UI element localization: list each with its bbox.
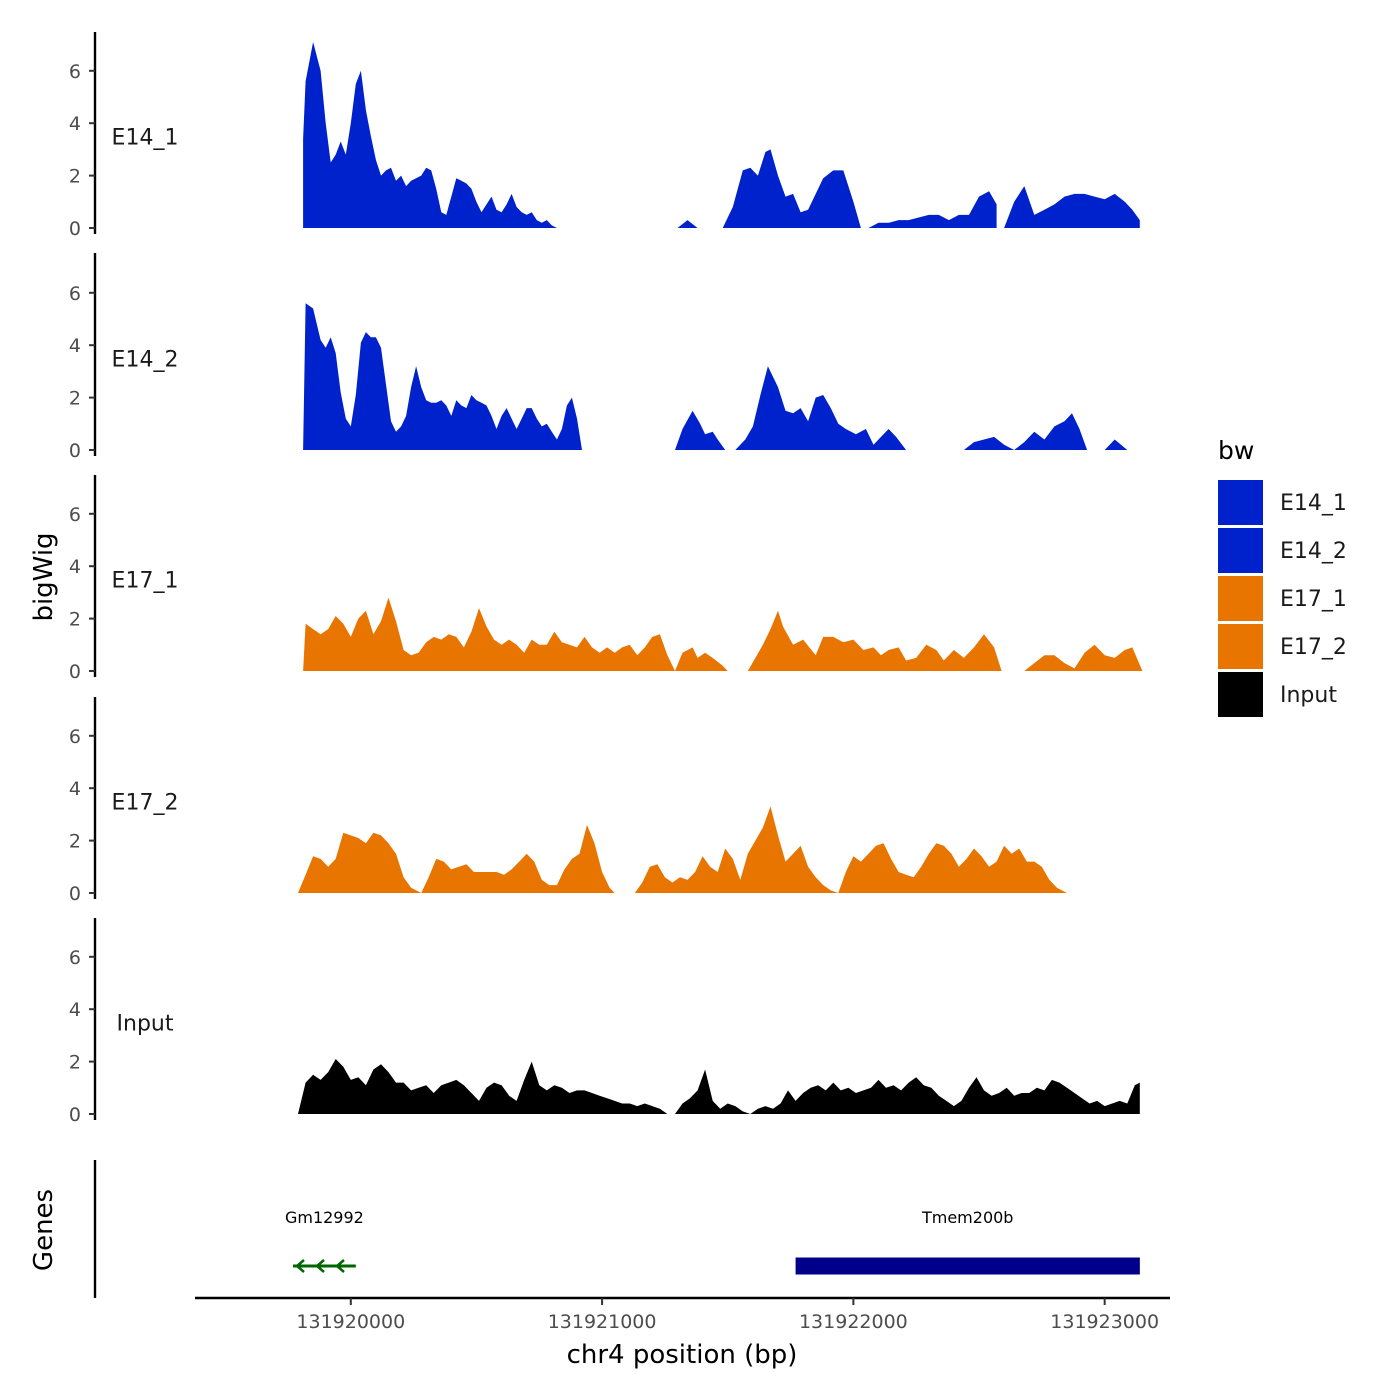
track-e17-2: 0 2 4 6 E17_2 <box>69 697 1067 905</box>
y-axis-title: bigWig <box>29 532 59 621</box>
y-tick-label: 2 <box>69 831 81 853</box>
y-tick-label: 6 <box>69 947 81 969</box>
y-tick-label: 2 <box>69 609 81 631</box>
x-tick-label: 131923000 <box>1050 1311 1159 1333</box>
genes-track: Gm12992 Tmem200b <box>93 1160 1140 1298</box>
y-tick-label: 0 <box>69 1104 81 1126</box>
gene-label: Gm12992 <box>285 1208 364 1227</box>
coverage-area <box>747 610 1002 671</box>
y-tick-label: 6 <box>69 283 81 305</box>
coverage-area <box>963 436 1015 450</box>
y-tick-label: 0 <box>69 661 81 683</box>
legend-swatch <box>1218 672 1263 717</box>
x-axis: 131920000 131921000 131922000 131923000 <box>195 1296 1170 1333</box>
y-tick-label: 2 <box>69 1052 81 1074</box>
coverage-area <box>735 366 912 450</box>
legend-label: E17_1 <box>1280 587 1347 612</box>
y-tick-label: 2 <box>69 388 81 410</box>
y-tick-label: 0 <box>69 883 81 905</box>
legend-label: E14_1 <box>1280 491 1347 516</box>
track-label: E17_1 <box>112 568 179 593</box>
coverage-area <box>838 843 1067 893</box>
coverage-area <box>1104 439 1128 450</box>
track-label: E14_2 <box>112 347 179 372</box>
y-tick-label: 6 <box>69 504 81 526</box>
tracks-layer: 0 2 4 6 E14_1 0 2 4 6 E14_2 0 2 4 6 E17_1 0 2 4 6 E17_2 0 2 4 6… <box>69 32 1143 1126</box>
strand-arrow <box>335 1259 345 1273</box>
strand-arrow <box>797 1259 808 1273</box>
coverage-area <box>675 647 728 671</box>
x-tick-label: 131922000 <box>799 1311 908 1333</box>
legend-swatch <box>1218 576 1263 621</box>
strand-arrow <box>295 1259 305 1273</box>
coverage-area <box>421 824 615 893</box>
y-tick-label: 4 <box>69 999 81 1021</box>
x-tick-label: 131921000 <box>548 1311 657 1333</box>
legend-label: Input <box>1280 683 1337 708</box>
track-input: 0 2 4 6 Input <box>69 918 1140 1126</box>
legend-swatch <box>1218 528 1263 573</box>
coverage-area <box>1004 186 1140 228</box>
legend-label: E14_2 <box>1280 539 1347 564</box>
y-tick-label: 0 <box>69 440 81 462</box>
legend-label: E17_2 <box>1280 635 1347 660</box>
gene-gm12992: Gm12992 <box>285 1208 364 1273</box>
coverage-area <box>1024 644 1143 671</box>
gene-label: Tmem200b <box>921 1208 1013 1227</box>
coverage-area <box>303 42 633 228</box>
x-tick-label: 131920000 <box>296 1311 405 1333</box>
coverage-area <box>303 597 675 671</box>
coverage-area <box>677 220 698 228</box>
coverage-area <box>675 410 726 450</box>
track-label: E14_1 <box>112 125 179 150</box>
track-label: Input <box>117 1011 174 1036</box>
gene-tmem200b: Tmem200b <box>795 1208 1140 1275</box>
legend: bw E14_1 E14_2 E17_1 E17_2 Input <box>1218 436 1347 717</box>
coverage-area <box>303 303 665 450</box>
y-tick-label: 6 <box>69 61 81 83</box>
coverage-area <box>722 149 997 228</box>
y-tick-label: 2 <box>69 166 81 188</box>
coverage-area <box>298 1059 675 1114</box>
track-e17-1: 0 2 4 6 E17_1 <box>69 475 1143 683</box>
y-tick-label: 4 <box>69 778 81 800</box>
strand-arrow <box>315 1259 325 1273</box>
legend-swatch <box>1218 480 1263 525</box>
legend-title: bw <box>1218 436 1254 465</box>
track-e14-1: 0 2 4 6 E14_1 <box>69 32 1140 240</box>
x-axis-title: chr4 position (bp) <box>567 1340 798 1370</box>
legend-swatch <box>1218 624 1263 669</box>
track-e14-2: 0 2 4 6 E14_2 <box>69 253 1128 462</box>
coverage-area <box>298 832 422 893</box>
genes-axis-title: Genes <box>29 1189 59 1271</box>
y-tick-label: 0 <box>69 218 81 240</box>
y-tick-label: 4 <box>69 335 81 357</box>
y-tick-label: 4 <box>69 113 81 135</box>
y-tick-label: 4 <box>69 556 81 578</box>
coverage-area <box>1014 413 1088 450</box>
track-label: E17_2 <box>112 790 179 815</box>
coverage-area <box>634 806 839 893</box>
y-tick-label: 6 <box>69 726 81 748</box>
coverage-area <box>675 1069 1140 1114</box>
